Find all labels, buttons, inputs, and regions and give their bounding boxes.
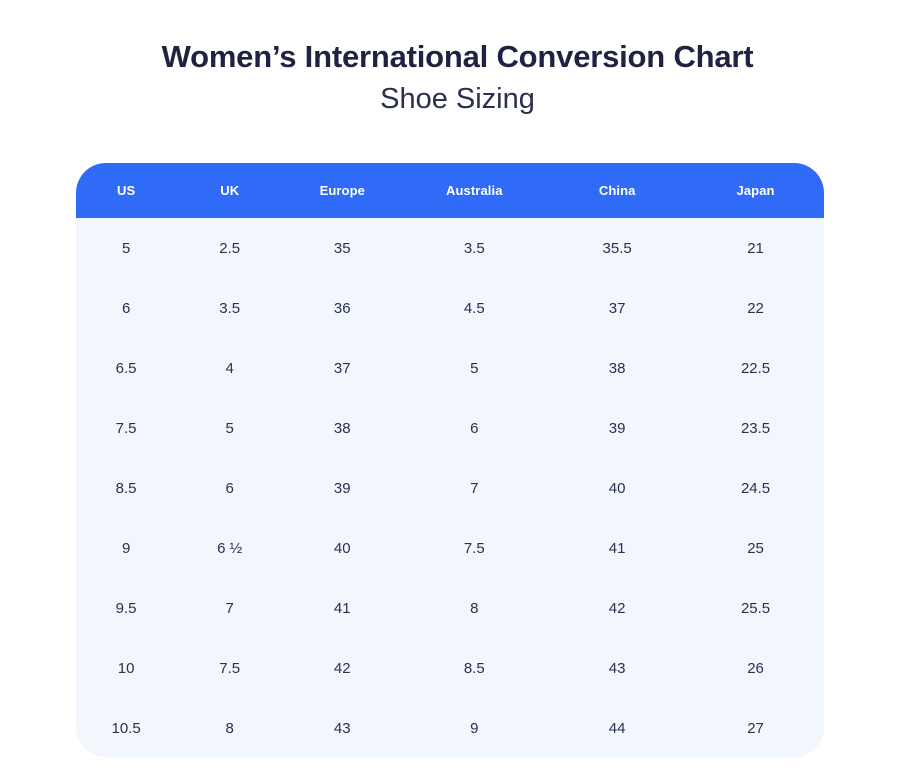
cell-uk: 7	[225, 599, 234, 617]
cell-europe: 37	[333, 359, 351, 377]
table-row: 10 7.5 42 8.5 43 26	[76, 638, 824, 698]
cell-uk: 2.5	[219, 239, 241, 257]
size-conversion-table-container: US UK Europe Australia China Japan 5 2.5 35 3.5 3…	[76, 163, 824, 757]
cell-japan: 24.5	[740, 479, 771, 497]
cell-europe: 39	[333, 479, 351, 497]
cell-australia: 7.5	[463, 539, 485, 557]
cell-europe: 43	[333, 719, 351, 737]
size-conversion-table: US UK Europe Australia China Japan 5 2.5 35 3.5 3…	[76, 163, 824, 757]
cell-us: 8.5	[115, 479, 137, 497]
column-header-uk: UK	[220, 183, 240, 198]
cell-china: 40	[608, 479, 626, 497]
table-row: 9.5 7 41 8 42 25.5	[76, 578, 824, 638]
cell-china: 39	[608, 419, 626, 437]
cell-japan: 25	[747, 539, 764, 557]
cell-europe: 41	[333, 599, 351, 617]
table-row: 6 3.5 36 4.5 37 22	[76, 278, 824, 338]
cell-china: 44	[608, 719, 626, 737]
table-header: US UK Europe Australia China Japan	[76, 163, 824, 218]
cell-china: 37	[608, 299, 626, 317]
cell-japan: 27	[747, 719, 764, 737]
cell-uk: 5	[225, 419, 234, 437]
cell-europe: 36	[333, 299, 351, 317]
cell-china: 35.5	[602, 239, 632, 257]
page-subtitle: Shoe Sizing	[380, 83, 535, 115]
cell-uk: 6 ½	[217, 539, 243, 557]
cell-europe: 38	[333, 419, 351, 437]
cell-europe: 40	[333, 539, 351, 557]
cell-australia: 8	[470, 599, 479, 617]
cell-uk: 6	[225, 479, 234, 497]
cell-china: 38	[608, 359, 626, 377]
cell-japan: 22.5	[740, 359, 771, 377]
column-header-china: China	[598, 183, 636, 198]
cell-japan: 21	[747, 239, 764, 257]
cell-china: 41	[608, 539, 626, 557]
cell-australia: 3.5	[463, 239, 485, 257]
page-title: Women’s International Conversion Chart	[161, 39, 754, 74]
column-header-japan: Japan	[736, 183, 775, 198]
cell-us: 7.5	[115, 419, 137, 437]
cell-us: 9	[121, 539, 131, 557]
cell-us: 6.5	[115, 359, 137, 377]
table-header-row: US UK Europe Australia China Japan	[76, 163, 824, 218]
cell-europe: 35	[333, 239, 351, 257]
cell-australia: 8.5	[463, 659, 485, 677]
cell-us: 6	[121, 299, 131, 317]
table-body: 5 2.5 35 3.5 35.5 21 6 3.5 36 4.5 37 22 6.5 4 37 5 38 22.…	[76, 218, 824, 757]
table-row: 7.5 5 38 6 39 23.5	[76, 398, 824, 458]
cell-uk: 3.5	[219, 299, 241, 317]
cell-australia: 9	[470, 719, 479, 737]
cell-uk: 4	[225, 359, 234, 377]
cell-us: 10	[117, 659, 135, 677]
cell-japan: 23.5	[740, 419, 771, 437]
cell-australia: 7	[470, 479, 479, 497]
cell-us: 10.5	[111, 719, 141, 737]
column-header-europe: Europe	[319, 183, 365, 198]
cell-uk: 8	[225, 719, 234, 737]
cell-china: 42	[608, 599, 626, 617]
cell-australia: 6	[470, 419, 479, 437]
cell-japan: 26	[747, 659, 764, 677]
table-row: 5 2.5 35 3.5 35.5 21	[76, 218, 824, 278]
cell-australia: 4.5	[463, 299, 485, 317]
table-row: 8.5 6 39 7 40 24.5	[76, 458, 824, 518]
cell-japan: 25.5	[740, 599, 771, 617]
cell-china: 43	[608, 659, 626, 677]
table-row: 6.5 4 37 5 38 22.5	[76, 338, 824, 398]
cell-uk: 7.5	[219, 659, 241, 677]
cell-us: 9.5	[115, 599, 137, 617]
cell-australia: 5	[470, 359, 479, 377]
cell-us: 5	[121, 239, 131, 257]
cell-europe: 42	[333, 659, 351, 677]
title-block: Women’s International Conversion Chart S…	[0, 0, 915, 119]
table-row: 10.5 8 43 9 44 27	[76, 698, 824, 757]
column-header-australia: Australia	[446, 183, 503, 198]
column-header-us: US	[116, 183, 136, 198]
cell-japan: 22	[747, 299, 764, 317]
table-row: 9 6 ½ 40 7.5 41 25	[76, 518, 824, 578]
